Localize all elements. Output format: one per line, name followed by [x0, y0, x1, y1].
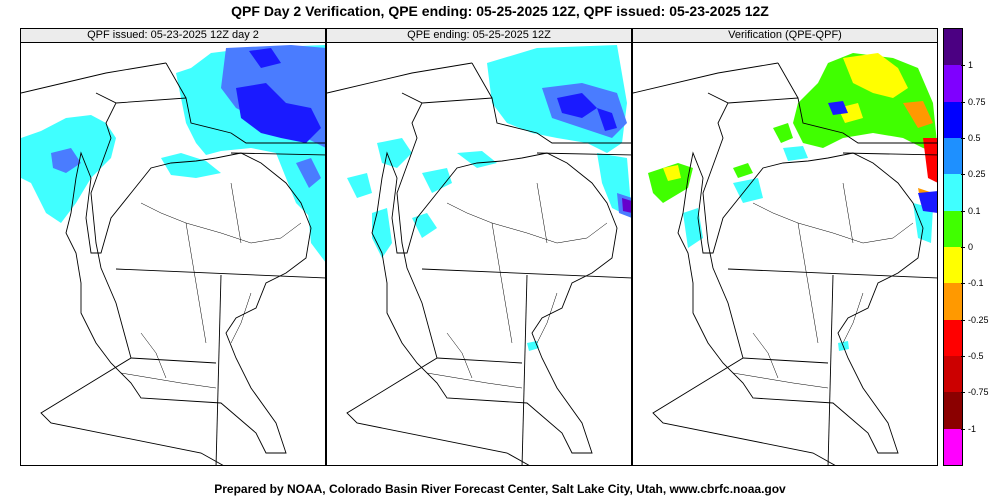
- diff-red-area: [923, 138, 937, 183]
- verification-panel: Verification (QPE-QPF): [632, 28, 938, 466]
- diff-blue-area: [828, 101, 937, 213]
- legend-swatch: [944, 210, 962, 248]
- legend-swatch: [944, 138, 962, 175]
- legend-tick-label: 0: [968, 242, 974, 252]
- rivers: [732, 182, 914, 389]
- legend-tick-mark: [961, 210, 965, 212]
- legend-tick-label: -0.5: [968, 351, 984, 361]
- legend-tick-label: -0.1: [968, 278, 984, 289]
- qpe-panel-title: QPE ending: 05-25-2025 12Z: [327, 29, 631, 43]
- legend-swatch: [944, 428, 962, 466]
- precip-dark-blue-area: [236, 48, 321, 143]
- legend-tick-mark: [961, 319, 965, 321]
- qpe-map: [327, 45, 631, 465]
- legend-tick-mark: [961, 283, 965, 285]
- verification-panel-title: Verification (QPE-QPF): [633, 29, 937, 43]
- legend-swatch: [944, 392, 962, 430]
- legend-swatch: [944, 29, 962, 66]
- credit-footer: Prepared by NOAA, Colorado Basin River F…: [214, 482, 786, 496]
- legend-tick-label: 1: [968, 60, 974, 71]
- legend-swatch: [944, 247, 962, 284]
- legend-tick-label: -0.75: [968, 387, 989, 398]
- map-title: QPF Day 2 Verification, QPE ending: 05-2…: [231, 3, 769, 19]
- rivers: [120, 182, 302, 389]
- legend-tick-label: 0.5: [968, 133, 981, 143]
- legend-colorbar: [943, 28, 963, 466]
- qpf-panel-title: QPF issued: 05-23-2025 12Z day 2: [21, 29, 325, 43]
- legend-tick-mark: [961, 392, 965, 394]
- legend-swatch: [944, 65, 962, 103]
- qpf-map: [21, 45, 325, 465]
- legend-tick-mark: [961, 428, 965, 430]
- legend-tick-mark: [961, 138, 965, 139]
- legend-tick-label: 0.75: [968, 96, 986, 107]
- legend-tick-label: -0.25: [968, 314, 989, 325]
- legend-swatch: [944, 319, 962, 357]
- qpf-panel: QPF issued: 05-23-2025 12Z day 2: [20, 28, 326, 466]
- legend-tick-mark: [961, 101, 965, 103]
- legend-swatch: [944, 174, 962, 212]
- legend-tick-mark: [961, 356, 965, 357]
- state-boundaries: [633, 62, 937, 465]
- precip-purple-area: [622, 198, 631, 213]
- legend-tick-label: -1: [968, 423, 977, 434]
- legend-tick-mark: [961, 65, 965, 67]
- legend-swatch: [944, 356, 962, 393]
- precip-dark-blue-area: [557, 93, 617, 131]
- basin-boundary: [677, 151, 924, 454]
- qpe-panel: QPE ending: 05-25-2025 12Z: [326, 28, 632, 466]
- legend-swatch: [944, 283, 962, 321]
- legend-tick-mark: [961, 247, 965, 248]
- legend-tick-mark: [961, 174, 965, 176]
- basin-boundary: [371, 151, 618, 454]
- legend-tick-label: 0.1: [968, 205, 981, 216]
- rivers: [426, 182, 608, 389]
- legend-swatch: [944, 101, 962, 139]
- state-boundaries: [327, 62, 631, 465]
- diff-cyan-area: [683, 146, 933, 351]
- basin-boundary: [65, 151, 312, 454]
- verification-map: [633, 53, 937, 465]
- state-boundaries: [21, 62, 325, 465]
- legend-tick-label: 0.25: [968, 169, 986, 180]
